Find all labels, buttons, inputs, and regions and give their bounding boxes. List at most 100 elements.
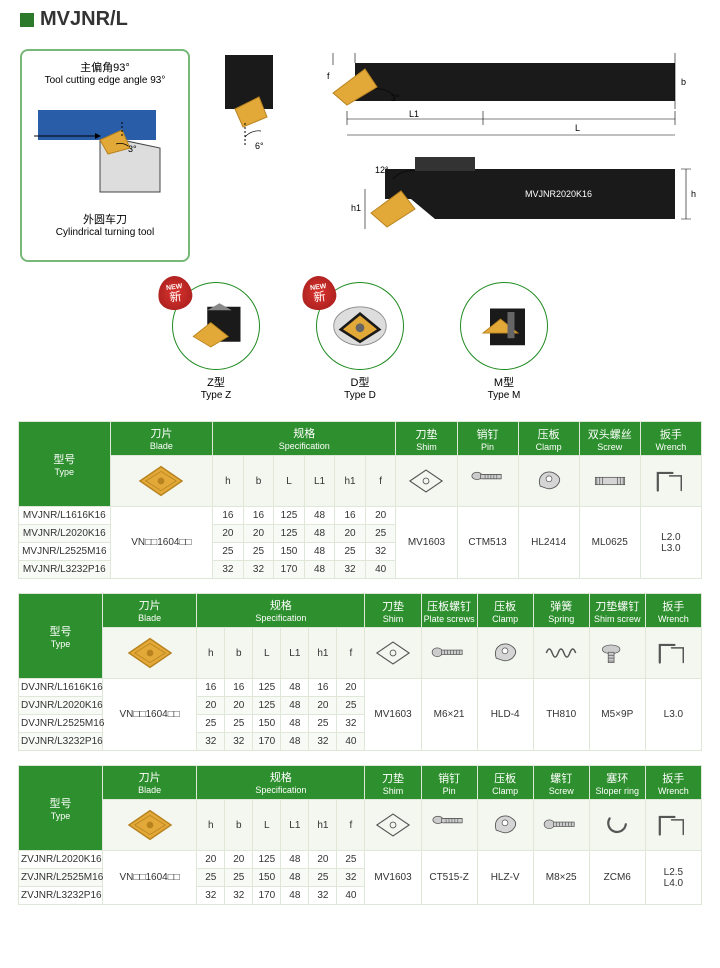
svg-text:12°: 12° (375, 165, 389, 175)
cell-spec: 25 (197, 715, 225, 733)
svg-text:MVJNR2020K16: MVJNR2020K16 (525, 189, 592, 199)
cell-spec: 48 (281, 715, 309, 733)
svg-text:f: f (327, 71, 330, 81)
cell-spec: 40 (337, 733, 365, 751)
screw2h-icon (579, 456, 640, 507)
cell-spring: TH810 (533, 679, 589, 751)
hdr-shim: 刀垫Shim (365, 766, 421, 800)
cell-blade: VN□□1604□□ (103, 679, 197, 751)
spec-col-L: L (253, 800, 281, 851)
spec-table-1: 型号Type 刀片 Blade 规格 Specification刀垫Shim销钉… (18, 421, 702, 579)
cell-clamp: HLZ-V (477, 851, 533, 905)
cell-spec: 20 (335, 525, 366, 543)
pin-icon (421, 800, 477, 851)
clamp-icon (518, 456, 579, 507)
cell-spec: 20 (365, 507, 396, 525)
cell-type: DVJNR/L2020K16 (19, 697, 103, 715)
wrench-icon (645, 628, 701, 679)
spec-col-h: h (197, 628, 225, 679)
page-header: MVJNR/L (0, 0, 720, 39)
hdr-screw: 螺钉Screw (533, 766, 589, 800)
spec-col-L1: L1 (304, 456, 335, 507)
cell-spec: 16 (225, 679, 253, 697)
cell-spec: 40 (337, 887, 365, 905)
cell-clamp: HLD-4 (477, 679, 533, 751)
cell-spec: 25 (213, 543, 244, 561)
cell-shim: MV1603 (365, 679, 421, 751)
svg-text:h1: h1 (351, 203, 361, 213)
spec-col-f: f (337, 628, 365, 679)
hdr-clamp: 压板Clamp (518, 422, 579, 456)
cell-spec: 16 (335, 507, 366, 525)
shim-icon (396, 456, 457, 507)
shimscrew-icon (589, 628, 645, 679)
table-row: MVJNR/L1616K16VN□□1604□□1616125481620MV1… (19, 507, 702, 525)
cell-spec: 25 (309, 715, 337, 733)
cell-spec: 32 (365, 543, 396, 561)
svg-text:h: h (691, 189, 696, 199)
spec-col-b: b (243, 456, 274, 507)
spec-col-f: f (337, 800, 365, 851)
cell-spec: 48 (281, 733, 309, 751)
hdr-spec: 规格 Specification (197, 594, 365, 628)
cell-pin: CT515-Z (421, 851, 477, 905)
cell-spec: 150 (274, 543, 305, 561)
spec-col-f: f (365, 456, 396, 507)
blade-icon (103, 800, 197, 851)
wrench-icon (645, 800, 701, 851)
hdr-spring: 弹簧Spring (533, 594, 589, 628)
cell-spec: 40 (365, 561, 396, 579)
cell-spec: 25 (225, 869, 253, 887)
cell-spec: 16 (197, 679, 225, 697)
hdr-clamp: 压板Clamp (477, 594, 533, 628)
cell-spec: 20 (225, 851, 253, 869)
diagram-zone: 主偏角93° Tool cutting edge angle 93° 3° 外圆… (0, 39, 720, 272)
svg-text:L1: L1 (409, 109, 419, 119)
page-title: MVJNR/L (40, 8, 128, 31)
cell-spec: 32 (197, 887, 225, 905)
spec-col-L1: L1 (281, 800, 309, 851)
type-row: 新 Z型 Type Z 新 D型 Type D M型 Type M (0, 272, 720, 421)
cell-blade: VN□□1604□□ (110, 507, 213, 579)
cell-spec: 32 (309, 733, 337, 751)
spring-icon (533, 628, 589, 679)
cell-spec: 25 (337, 697, 365, 715)
cell-spec: 20 (309, 851, 337, 869)
cell-spec: 48 (281, 887, 309, 905)
cell-spec: 20 (225, 697, 253, 715)
cell-spec: 16 (213, 507, 244, 525)
hdr-clamp: 压板Clamp (477, 766, 533, 800)
hdr-type: 型号Type (19, 594, 103, 679)
cell-platescrew: M6×21 (421, 679, 477, 751)
spec-col-h1: h1 (335, 456, 366, 507)
cell-spec: 170 (253, 733, 281, 751)
spec-col-h: h (197, 800, 225, 851)
header-square-icon (20, 13, 34, 27)
cell-wrench: L2.5L4.0 (645, 851, 701, 905)
hdr-blade: 刀片 Blade (110, 422, 213, 456)
cell-screw2h: ML0625 (579, 507, 640, 579)
cell-spec: 20 (197, 851, 225, 869)
cell-spec: 20 (243, 525, 274, 543)
type-circle (460, 282, 548, 370)
cell-spec: 32 (225, 733, 253, 751)
cell-spec: 170 (253, 887, 281, 905)
pin-icon (457, 456, 518, 507)
cell-spec: 32 (335, 561, 366, 579)
hdr-type: 型号Type (19, 422, 111, 507)
blade-icon (110, 456, 213, 507)
cell-spec: 48 (304, 561, 335, 579)
cutting-angle-box: 主偏角93° Tool cutting edge angle 93° 3° 外圆… (20, 49, 190, 262)
cell-type: ZVJNR/L2525M16 (19, 869, 103, 887)
cell-spec: 25 (365, 525, 396, 543)
cell-spec: 125 (274, 525, 305, 543)
hdr-type: 型号Type (19, 766, 103, 851)
cell-spec: 20 (309, 697, 337, 715)
sloper-icon (589, 800, 645, 851)
cell-spec: 16 (309, 679, 337, 697)
cell-spec: 32 (337, 869, 365, 887)
cell-type: DVJNR/L3232P16 (19, 733, 103, 751)
cell-type: MVJNR/L2525M16 (19, 543, 111, 561)
cell-spec: 20 (337, 679, 365, 697)
cell-spec: 125 (274, 507, 305, 525)
